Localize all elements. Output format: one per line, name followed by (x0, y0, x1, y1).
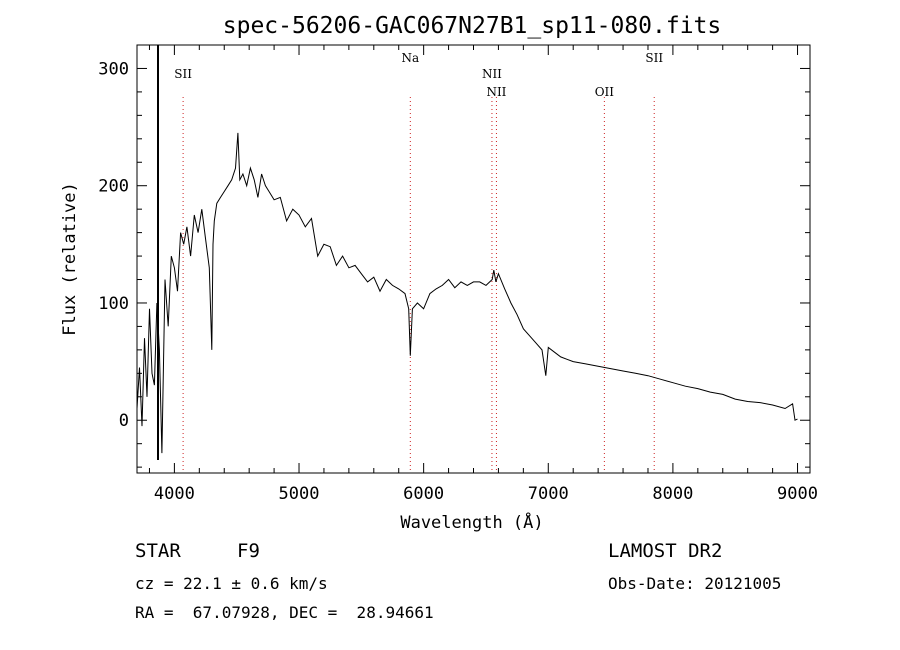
y-axis-ticks: 0 100 200 300 (98, 59, 810, 468)
x-tick-label: 8000 (652, 484, 693, 504)
spectral-line-markers: SII Na NII NII OII SII (174, 51, 663, 473)
spectral-line-label: OII (595, 85, 615, 99)
x-tick-label: 4000 (154, 484, 195, 504)
spectral-line-label: NII (482, 67, 502, 81)
y-tick-label: 200 (98, 177, 129, 197)
spectral-line-label: Na (401, 51, 419, 65)
spectral-subclass: F9 (237, 540, 260, 562)
chart-title: spec-56206-GAC067N27B1_sp11-080.fits (223, 13, 722, 39)
x-axis-label: Wavelength (Å) (400, 511, 543, 533)
plot-frame (136, 44, 811, 474)
x-tick-label: 6000 (403, 484, 444, 504)
y-tick-label: 0 (119, 411, 129, 431)
redshift-cz: cz = 22.1 ± 0.6 km/s (135, 574, 328, 593)
spectral-line-label: SII (645, 51, 663, 65)
spectrum-line (136, 132, 798, 454)
x-tick-label: 9000 (777, 484, 818, 504)
x-axis-ticks: 4000 5000 6000 7000 8000 9000 (148, 45, 818, 504)
sky-coordinates: RA = 67.07928, DEC = 28.94661 (135, 603, 434, 622)
spectral-line-label: SII (174, 67, 192, 81)
x-tick-label: 7000 (528, 484, 569, 504)
object-type: STAR (135, 540, 181, 562)
observation-date: Obs-Date: 20121005 (608, 574, 782, 593)
survey-name: LAMOST DR2 (608, 540, 723, 562)
y-tick-label: 300 (98, 59, 129, 79)
y-axis-label: Flux (relative) (60, 182, 80, 336)
spectral-line-label: NII (486, 85, 506, 99)
x-tick-label: 5000 (279, 484, 320, 504)
y-tick-label: 100 (98, 294, 129, 314)
